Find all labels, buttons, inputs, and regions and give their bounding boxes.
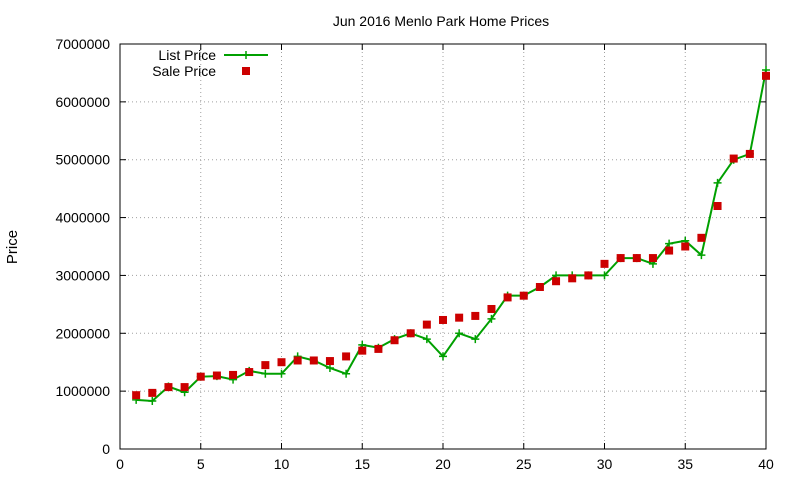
list-price-point xyxy=(422,335,431,344)
sale-price-point xyxy=(471,311,480,320)
sale-price-point xyxy=(406,329,415,338)
sale-price-point xyxy=(568,274,577,283)
sale-price-point xyxy=(180,383,189,392)
list-price-point xyxy=(665,239,674,248)
y-tick-label: 2000000 xyxy=(55,325,110,341)
axis-ticks: 0 5 10 15 20 25 30 35 40 0 1000000 2000000 3000000 40… xyxy=(55,36,774,472)
x-tick-label: 15 xyxy=(354,456,370,472)
list-price-point xyxy=(148,396,157,405)
x-tick-label: 20 xyxy=(435,456,451,472)
y-tick-label: 7000000 xyxy=(55,36,110,52)
list-price-point xyxy=(713,178,722,187)
list-price-point xyxy=(487,314,496,323)
list-price-point xyxy=(277,369,286,378)
sale-price-point xyxy=(584,271,593,280)
sale-price-point xyxy=(293,356,302,365)
sale-price-point xyxy=(681,242,690,251)
y-tick-label: 5000000 xyxy=(55,152,110,168)
chart-title: Jun 2016 Menlo Park Home Prices xyxy=(333,13,549,29)
series-line-list-price xyxy=(136,69,767,403)
sale-price-point xyxy=(713,202,722,210)
sale-price-point xyxy=(552,277,561,286)
legend-label-list-price: List Price xyxy=(158,47,216,63)
sale-price-point xyxy=(487,304,496,313)
x-tick-label: 0 xyxy=(116,456,124,472)
sale-price-point xyxy=(665,246,674,255)
y-axis-title: Price xyxy=(4,230,21,264)
sale-price-point xyxy=(535,283,544,291)
y-tick-label: 3000000 xyxy=(55,267,110,283)
sale-price-point xyxy=(616,254,625,263)
y-tick-label: 1000000 xyxy=(55,383,110,399)
x-tick-label: 5 xyxy=(197,456,205,472)
sale-price-point xyxy=(390,336,399,345)
sale-price-point xyxy=(745,149,754,158)
sale-price-point xyxy=(358,346,367,355)
legend-label-sale-price: Sale Price xyxy=(152,63,216,79)
sale-price-point xyxy=(261,361,270,370)
list-price-point xyxy=(439,352,447,361)
y-tick-label: 4000000 xyxy=(55,210,110,226)
sale-price-point xyxy=(422,320,431,329)
x-tick-label: 10 xyxy=(274,456,290,472)
sale-price-point xyxy=(325,357,334,366)
list-price-point xyxy=(471,335,480,344)
list-price-point xyxy=(342,369,351,378)
sale-price-point xyxy=(212,371,221,380)
sale-price-point xyxy=(132,391,141,400)
sale-price-point xyxy=(455,313,464,322)
sale-price-point xyxy=(439,315,447,324)
sale-price-point xyxy=(196,372,205,381)
list-price-point xyxy=(455,329,464,338)
sale-price-point xyxy=(697,233,706,242)
sale-price-point xyxy=(245,368,254,377)
sale-price-point xyxy=(632,254,641,263)
sale-price-point xyxy=(729,154,738,163)
y-tick-label: 6000000 xyxy=(55,94,110,110)
series-layer xyxy=(132,66,770,405)
list-price-point xyxy=(261,369,270,378)
list-price-point xyxy=(697,251,706,260)
sale-price-point xyxy=(342,352,351,361)
x-tick-label: 30 xyxy=(597,456,613,472)
sale-price-point xyxy=(503,293,512,302)
list-price-point xyxy=(325,364,334,372)
sale-price-point xyxy=(309,356,318,365)
sale-price-point xyxy=(229,370,238,379)
sale-price-point xyxy=(148,388,157,397)
x-tick-label: 40 xyxy=(758,456,774,472)
list-price-point xyxy=(600,271,609,280)
y-tick-label: 0 xyxy=(102,441,110,457)
sale-price-point xyxy=(648,254,657,263)
legend: List Price Sale Price xyxy=(152,47,268,79)
sale-price-point xyxy=(277,358,286,367)
sale-price-point xyxy=(762,71,770,80)
sale-price-point xyxy=(374,344,383,353)
x-tick-label: 35 xyxy=(677,456,693,472)
sale-price-point xyxy=(600,259,609,268)
x-tick-label: 25 xyxy=(516,456,532,472)
legend-marker-list-price xyxy=(242,51,250,59)
sale-price-point xyxy=(519,291,528,300)
sale-price-point xyxy=(164,383,173,392)
legend-swatch-sale-price xyxy=(242,67,250,75)
